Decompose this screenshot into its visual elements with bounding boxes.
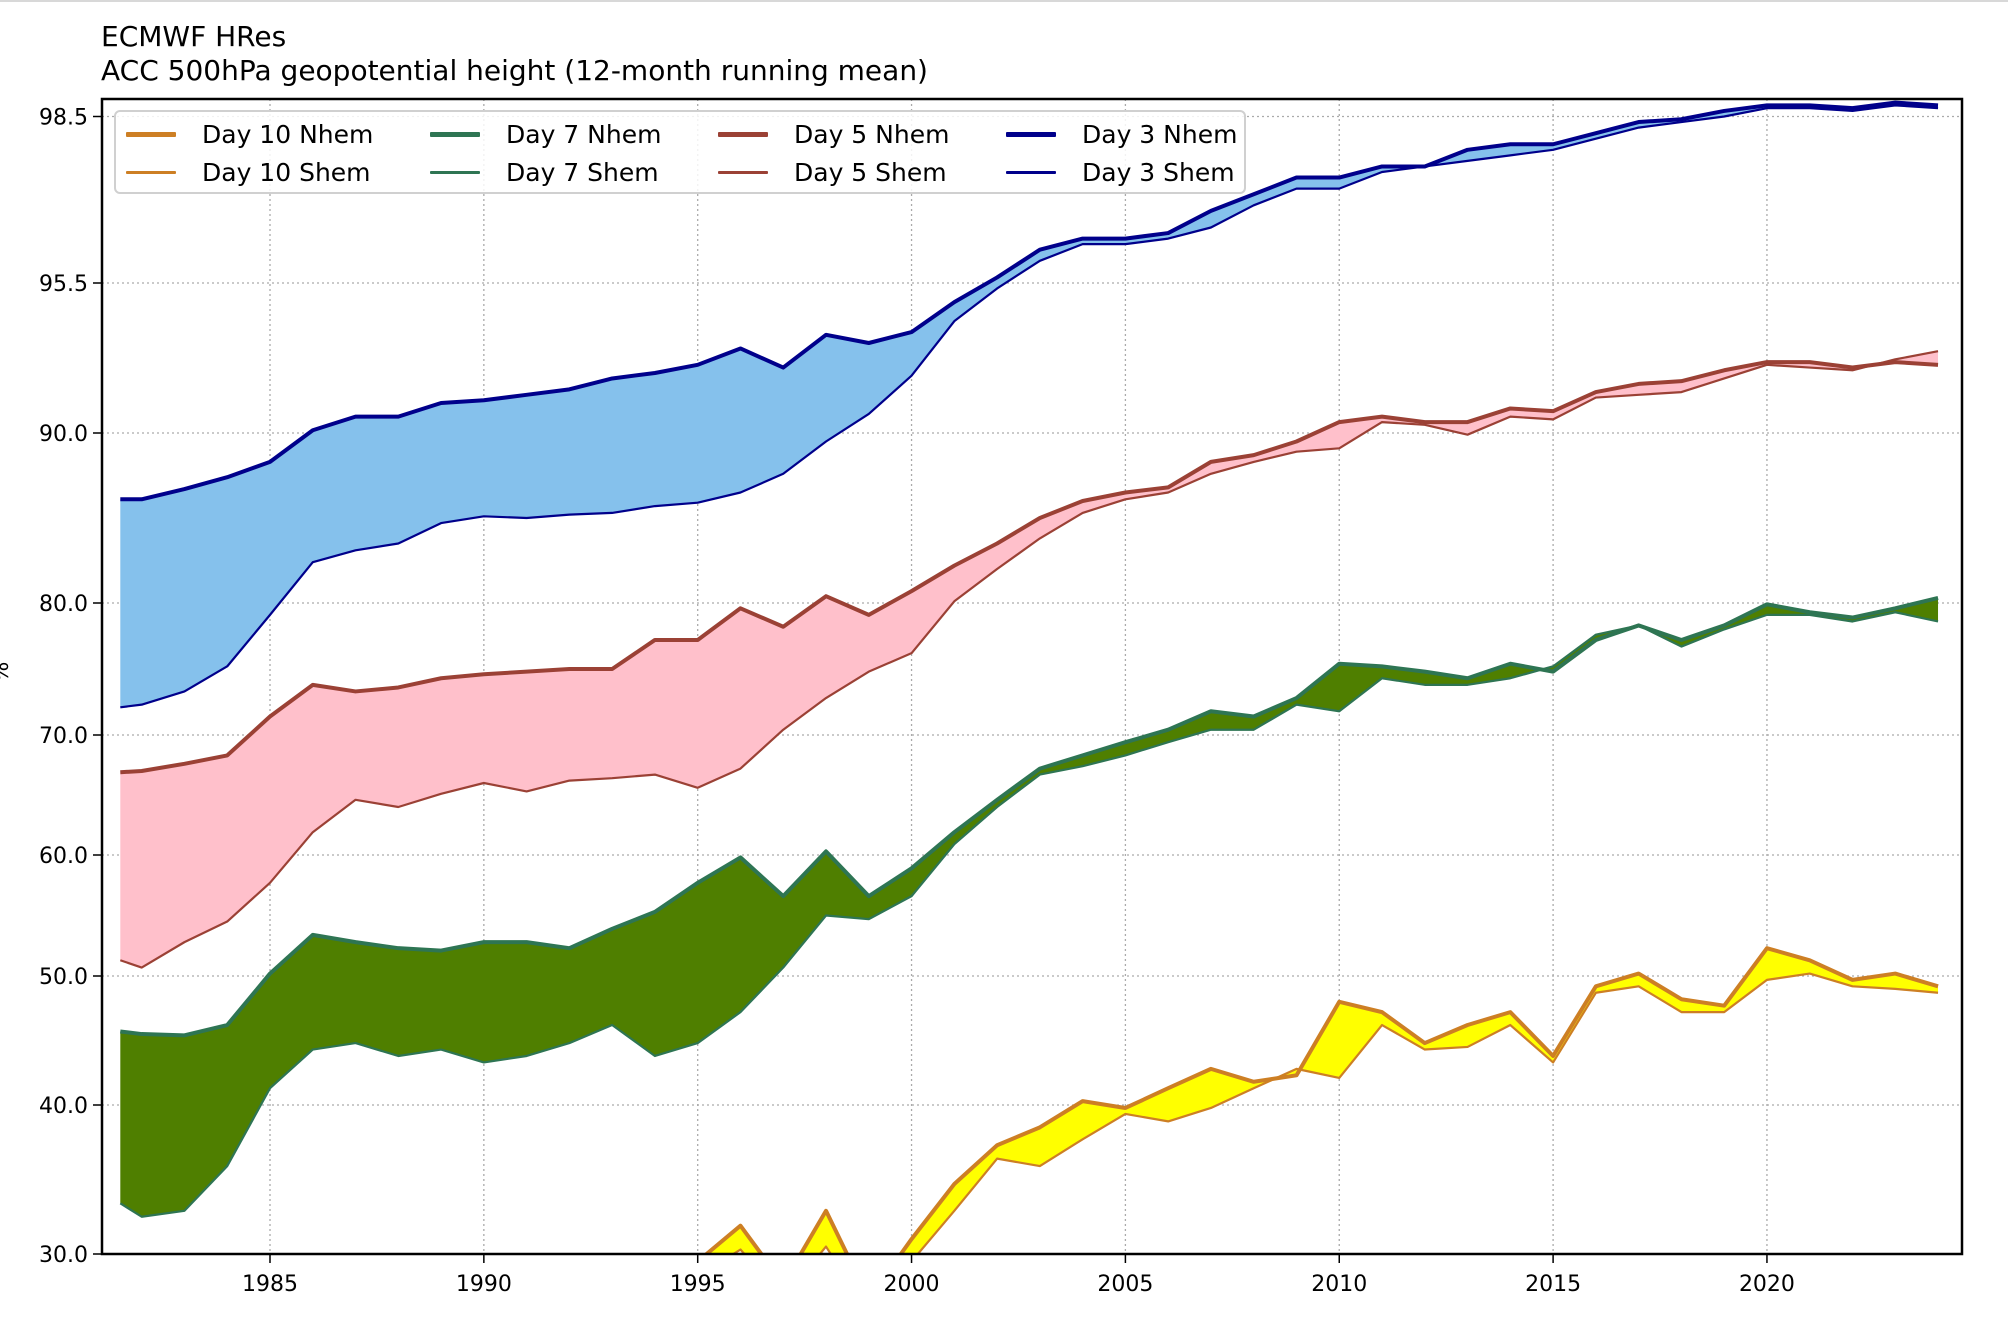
legend-swatch [126,131,176,137]
legend-item-day-5-nhem: Day 5 Nhem [718,116,949,152]
legend-item-day-10-nhem: Day 10 Nhem [126,116,373,152]
y-axis-label: % [0,662,14,683]
plot-frame [100,97,1964,1256]
legend-swatch [718,170,768,174]
y-tick-label: 30.0 [39,1243,88,1268]
legend-item-day-3-nhem: Day 3 Nhem [1006,116,1237,152]
legend-label: Day 5 Shem [794,157,947,187]
y-tick-label: 60.0 [39,844,88,869]
fill-day-3-band [120,102,1939,708]
line-day-7-shem [119,611,1939,1218]
x-tick-label: 1985 [242,1272,298,1297]
legend-item-day-7-shem: Day 7 Shem [430,154,659,190]
x-tick-label: 2010 [1311,1272,1367,1297]
x-tick-label: 1995 [670,1272,726,1297]
line-day-10-shem [731,972,1939,1254]
legend-item-day-5-shem: Day 5 Shem [718,154,947,190]
legend-swatch [1006,131,1056,137]
grid [102,99,1962,1255]
chart-subtitle: ACC 500hPa geopotential height (12-month… [101,54,928,87]
line-day-5-shem [119,350,1939,969]
y-tick-label: 50.0 [39,965,88,990]
y-tick-label: 98.5 [39,106,88,131]
top-border [0,0,2008,2]
x-tick-label: 2020 [1739,1272,1795,1297]
line-day-3-shem [120,104,1939,709]
legend-label: Day 5 Nhem [794,119,950,149]
legend-swatch [126,170,176,174]
legend-item-day-7-nhem: Day 7 Nhem [430,116,661,152]
legend-label: Day 10 Shem [202,157,371,187]
legend-swatch [1006,170,1056,174]
legend-swatch [430,131,480,137]
x-tick-label: 2000 [884,1272,940,1297]
line-day-3-nhem [120,100,1939,502]
legend-label: Day 7 Shem [506,157,659,187]
axes: 1985 1990 1995 2000 2005 2010 2015 2020 30.0 40.0… [39,106,1795,1298]
chart-title: ECMWF HRes [101,20,287,53]
y-tick-label: 90.0 [39,422,88,447]
plot-area [119,100,1939,1254]
y-tick-label: 70.0 [39,724,88,749]
x-tick-label: 1990 [456,1272,512,1297]
legend-label: Day 7 Nhem [506,119,662,149]
y-tick-label: 95.5 [39,272,88,297]
legend-label: Day 10 Nhem [202,119,374,149]
legend-label: Day 3 Shem [1082,157,1235,187]
y-tick-label: 80.0 [39,592,88,617]
x-tick-label: 2005 [1097,1272,1153,1297]
line-day-10-nhem [703,946,1939,1254]
line-day-5-nhem [120,360,1939,775]
x-tick-label: 2015 [1525,1272,1581,1297]
fill-day-10-band [706,948,1939,1254]
legend-swatch [430,170,480,174]
legend-label: Day 3 Nhem [1082,119,1238,149]
legend-item-day-3-shem: Day 3 Shem [1006,154,1235,190]
y-tick-label: 40.0 [39,1094,88,1119]
legend-swatch [718,131,768,137]
legend-item-day-10-shem: Day 10 Shem [126,154,371,190]
legend: Day 10 Nhem Day 10 Shem Day 7 Nhem Day 7 Sh… [114,110,1246,194]
